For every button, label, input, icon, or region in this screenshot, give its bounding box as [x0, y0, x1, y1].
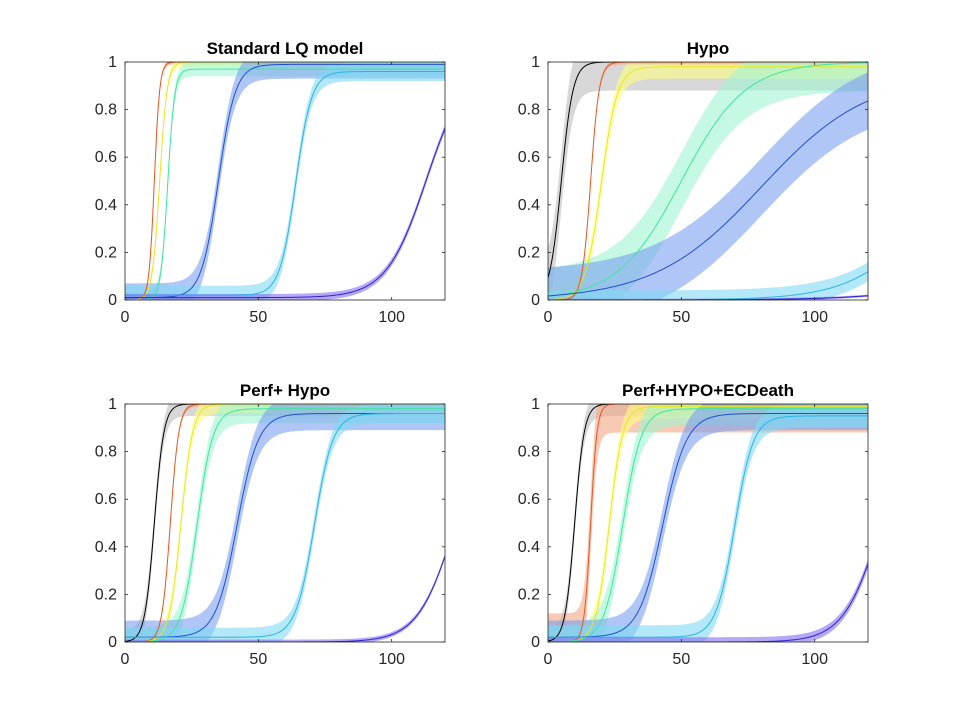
x-tick-label: 0 — [121, 651, 130, 668]
axes-box — [124, 403, 446, 643]
y-tick-label: 1 — [108, 54, 117, 71]
series-line-4 — [548, 62, 868, 297]
series-line-2 — [125, 62, 445, 300]
y-tick-label: 0 — [531, 292, 540, 309]
y-tick-label: 0 — [108, 292, 117, 309]
plot-area — [548, 404, 868, 642]
y-tick-label: 0 — [531, 634, 540, 651]
y-tick-label: 0.8 — [518, 444, 540, 461]
axes-box — [124, 61, 446, 301]
x-tick-label: 100 — [378, 309, 405, 326]
series-line-4 — [125, 408, 445, 642]
x-tick-label: 0 — [544, 309, 553, 326]
y-tick-label: 0.4 — [95, 539, 117, 556]
series-band-6 — [548, 404, 868, 642]
series-line-6 — [548, 415, 868, 638]
series-line-3 — [125, 404, 445, 642]
series-line-5 — [125, 71, 445, 296]
y-tick-label: 0.4 — [518, 539, 540, 556]
series-line-3 — [125, 68, 445, 300]
series-line-1 — [125, 404, 445, 642]
y-tick-label: 0 — [108, 634, 117, 651]
chart-title: Perf+ Hypo — [240, 381, 330, 400]
panel-1: 0 50 100 0 0.2 0.4 0.6 0.8 1 Standard LQ model — [95, 39, 446, 326]
y-tick-label: 0.4 — [95, 197, 117, 214]
plot-area — [125, 404, 445, 642]
chart-title: Perf+HYPO+ECDeath — [622, 381, 794, 400]
x-tick-label: 50 — [249, 651, 267, 668]
y-tick-label: 0.8 — [95, 102, 117, 119]
series-line-3 — [548, 62, 868, 300]
panel-4: 0 50 100 0 0.2 0.4 0.6 0.8 1 Perf+HYPO+ECDeath — [518, 381, 869, 668]
series-line-5 — [548, 100, 868, 297]
y-tick-label: 1 — [108, 396, 117, 413]
x-tick-label: 100 — [801, 651, 828, 668]
series-line-2 — [125, 404, 445, 642]
chart-title: Hypo — [687, 39, 730, 58]
series-band-6 — [548, 262, 868, 300]
series-line-2 — [548, 404, 868, 642]
y-tick-label: 0.8 — [95, 444, 117, 461]
axes-box — [547, 61, 869, 301]
y-tick-label: 0.2 — [95, 244, 117, 261]
series-band-4 — [548, 62, 868, 300]
series-line-2 — [548, 66, 868, 300]
x-tick-label: 100 — [801, 309, 828, 326]
panel-2: 0 50 100 0 0.2 0.4 0.6 0.8 1 Hypo — [518, 39, 869, 326]
x-tick-label: 50 — [249, 309, 267, 326]
y-tick-label: 1 — [531, 54, 540, 71]
series-band-5 — [548, 72, 868, 300]
series-line-6 — [125, 128, 445, 299]
y-tick-label: 0.6 — [95, 491, 117, 508]
panel-3: 0 50 100 0 0.2 0.4 0.6 0.8 1 Perf+ Hypo — [95, 381, 446, 668]
x-tick-label: 0 — [121, 309, 130, 326]
series-band-5 — [125, 62, 445, 300]
y-tick-label: 0.2 — [518, 244, 540, 261]
axes-box — [547, 403, 869, 643]
x-tick-label: 100 — [378, 651, 405, 668]
series-line-6 — [125, 413, 445, 638]
y-tick-label: 0.2 — [95, 586, 117, 603]
series-line-1 — [548, 404, 868, 642]
y-tick-label: 0.4 — [518, 197, 540, 214]
x-tick-label: 50 — [672, 309, 690, 326]
y-tick-label: 0.8 — [518, 102, 540, 119]
series-line-4 — [548, 408, 868, 642]
series-line-5 — [548, 413, 868, 638]
series-band-5 — [125, 404, 445, 642]
y-tick-label: 0.6 — [518, 491, 540, 508]
y-tick-label: 0.6 — [518, 149, 540, 166]
y-tick-label: 1 — [531, 396, 540, 413]
y-tick-label: 0.2 — [518, 586, 540, 603]
plot-area — [125, 62, 445, 300]
x-tick-label: 0 — [544, 651, 553, 668]
series-band-4 — [125, 404, 445, 642]
x-tick-label: 50 — [672, 651, 690, 668]
y-tick-label: 0.6 — [95, 149, 117, 166]
chart-title: Standard LQ model — [207, 39, 364, 58]
